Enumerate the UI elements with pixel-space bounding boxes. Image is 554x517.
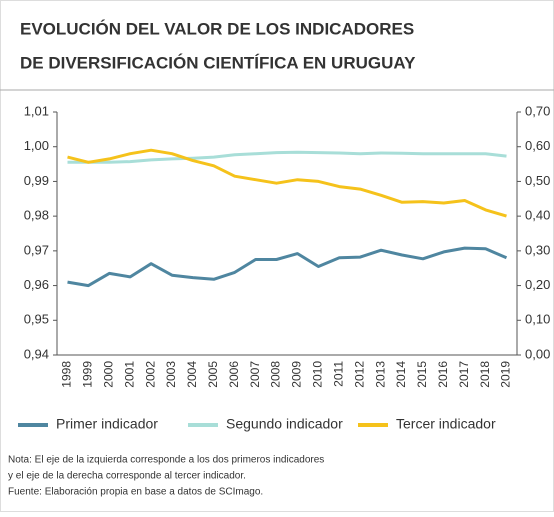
title-line: EVOLUCIÓN DEL VALOR DE LOS INDICADORES [20, 19, 414, 38]
x-tick-label: 2018 [478, 361, 492, 388]
x-tick-label: 2008 [269, 361, 283, 388]
title-line: DE DIVERSIFICACIÓN CIENTÍFICA EN URUGUAY [20, 53, 416, 72]
y-tick-label: 0,99 [24, 173, 49, 188]
y2-tick-label: 0,40 [525, 208, 550, 223]
legend-label: Tercer indicador [396, 416, 496, 432]
series-line [67, 246, 508, 288]
x-tick-label: 2006 [227, 361, 241, 388]
x-tick-label: 1999 [81, 361, 95, 388]
x-tick-label: 2001 [122, 361, 136, 388]
x-tick-label: 2005 [206, 361, 220, 388]
x-tick-label: 2012 [352, 361, 366, 388]
x-tick-label: 2000 [101, 361, 115, 388]
y-tick-label: 0,98 [24, 208, 49, 223]
x-tick-label: 2003 [164, 361, 178, 388]
series-line [67, 148, 507, 218]
x-tick-label: 2009 [290, 361, 304, 388]
y-tick-label: 0,94 [24, 346, 49, 361]
y-tick-label: 1,00 [24, 138, 49, 153]
x-tick-label: 2019 [499, 361, 513, 388]
legend-label: Segundo indicador [226, 416, 343, 432]
note: Fuente: Elaboración propia en base a dat… [8, 487, 263, 498]
x-tick-label: 2013 [373, 361, 387, 388]
series-line [67, 150, 507, 164]
y2-tick-label: 0,30 [525, 242, 550, 257]
note: y el eje de la derecha corresponde al te… [8, 471, 246, 482]
y2-tick-label: 0,20 [525, 277, 550, 292]
y2-tick-label: 0,70 [525, 103, 550, 118]
y-tick-label: 1,01 [24, 103, 49, 118]
x-tick-label: 2002 [143, 361, 157, 388]
y-tick-label: 0,95 [24, 312, 49, 327]
x-tick-label: 2014 [394, 361, 408, 388]
y2-tick-label: 0,00 [525, 346, 550, 361]
x-tick-label: 2007 [248, 361, 262, 388]
note: Nota: El eje de la izquierda corresponde… [8, 455, 324, 466]
x-tick-label: 2016 [436, 361, 450, 388]
x-tick-label: 2015 [415, 361, 429, 388]
y-tick-label: 0,97 [24, 242, 49, 257]
y2-tick-label: 0,50 [525, 173, 550, 188]
x-tick-label: 2010 [311, 361, 325, 388]
legend-label: Primer indicador [56, 416, 158, 432]
y-tick-label: 0,96 [24, 277, 49, 292]
x-tick-label: 2017 [457, 361, 471, 388]
x-tick-label: 1998 [60, 361, 74, 388]
x-tick-label: 2004 [185, 361, 199, 388]
y2-tick-label: 0,60 [525, 138, 550, 153]
y2-tick-label: 0,10 [525, 312, 550, 327]
x-tick-label: 2011 [331, 361, 345, 387]
